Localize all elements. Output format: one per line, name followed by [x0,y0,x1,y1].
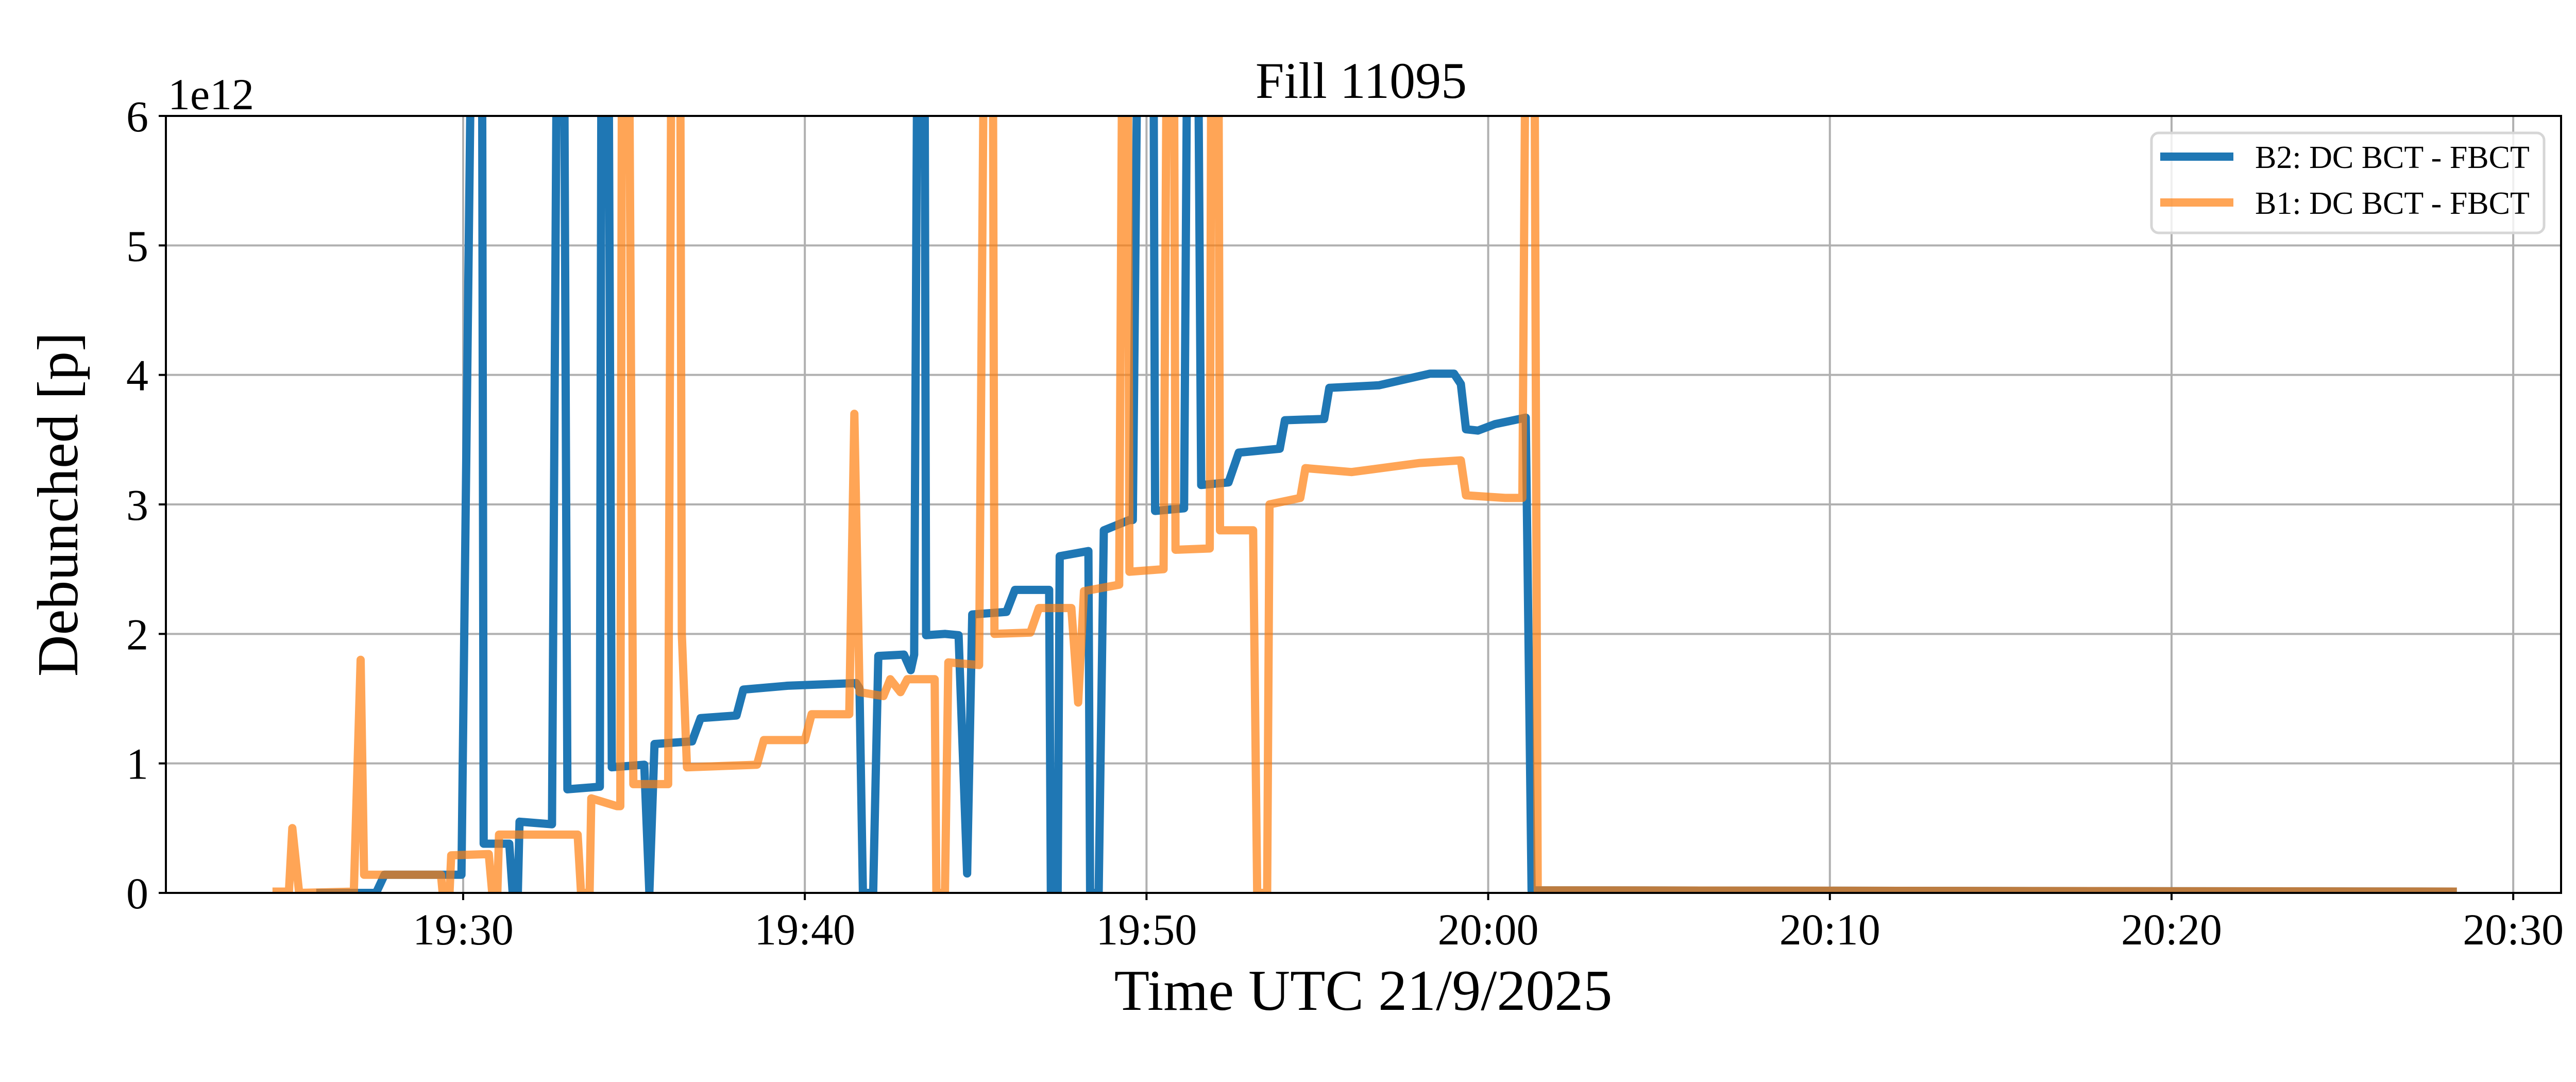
x-tick-label: 20:10 [1780,905,1880,954]
legend-box [2150,131,2546,234]
y-tick-label: 2 [126,610,148,659]
x-tick-label: 19:30 [413,905,514,954]
y-tick-label: 0 [126,869,148,918]
y-tick-label: 6 [126,92,148,141]
ticks: 19:30 19:40 19:50 20:00 20:10 20:20 20:30 0 1 2 3 4… [126,92,2564,954]
x-tick-label: 19:50 [1096,905,1197,954]
y-offset-label: 1e12 [168,70,254,119]
y-tick-label: 3 [126,480,148,530]
plot-lines [272,116,2457,893]
x-tick-label: 20:30 [2463,905,2564,954]
chart-title: Fill 11095 [1256,52,1467,109]
y-tick-label: 5 [126,221,148,270]
y-axis-label: Debunched [p] [26,332,90,677]
x-axis-label: Time UTC 21/9/2025 [1114,959,1613,1023]
legend: B2: DC BCT - FBCT B1: DC BCT - FBCT [2150,131,2546,234]
x-tick-label: 19:40 [754,905,855,954]
y-tick-label: 1 [126,739,148,789]
y-tick-label: 4 [126,351,148,400]
series-line-b2 [316,116,2457,893]
x-tick-label: 20:20 [2121,905,2222,954]
legend-label-b1: B1: DC BCT - FBCT [2255,186,2530,221]
x-tick-label: 20:00 [1438,905,1539,954]
series-line-b1 [272,116,2457,893]
legend-label-b2: B2: DC BCT - FBCT [2255,140,2530,175]
